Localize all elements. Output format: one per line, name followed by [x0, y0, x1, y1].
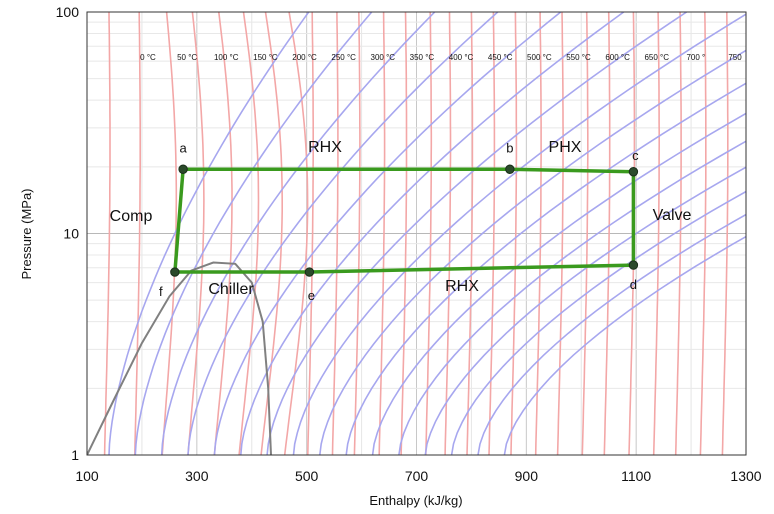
isentrope-curves [108, 12, 746, 455]
isotherm-curve [425, 12, 433, 455]
isentrope-curve [292, 13, 746, 455]
isotherm-label: 500 °C [527, 53, 552, 62]
isotherm-curve [510, 12, 518, 455]
isentrope-curve [424, 166, 746, 455]
cycle-point-label-d: d [630, 277, 637, 292]
isentrope-curve [187, 12, 499, 455]
isotherm-curve [331, 12, 339, 455]
cycle-point-c [628, 167, 639, 177]
isotherm-curve [307, 12, 314, 455]
isentrope-curve [160, 12, 436, 455]
y-axis-title: Pressure (MPa) [19, 188, 34, 279]
isentrope-curve [450, 190, 746, 455]
isotherm-curve [213, 12, 233, 455]
isotherm-curve [581, 12, 589, 455]
isotherm-curve [556, 12, 564, 455]
region-labels: RHX PHX Valve RHX Chiller Comp [110, 139, 692, 298]
isotherm-curve [187, 12, 205, 455]
isentrope-curve [477, 213, 746, 455]
y-tick-label: 10 [63, 226, 79, 242]
isotherm-curve [378, 12, 386, 455]
isentrope-curve [134, 12, 373, 455]
isotherm-label: 100 °C [214, 53, 239, 62]
cycle-point-label-f: f [159, 284, 163, 299]
isentrope-curve [371, 112, 746, 455]
saturation-dome [87, 261, 272, 455]
cycle-point-label-b: b [506, 140, 513, 155]
region-label: PHX [549, 139, 582, 156]
isotherm-curve [238, 12, 260, 455]
isotherm-curve [260, 12, 283, 455]
cycle-point-d [628, 260, 639, 270]
isotherm-curve [721, 12, 729, 455]
x-tick-label: 1100 [621, 468, 651, 484]
y-tick-labels: 1 10 100 [56, 4, 80, 463]
isotherm-curve [652, 12, 660, 455]
region-label: Chiller [208, 281, 254, 298]
plot-frame [86, 11, 747, 456]
isentrope-curve [345, 82, 746, 455]
isentrope-curve [213, 12, 562, 455]
region-label: RHX [308, 139, 342, 156]
isotherm-curve [674, 12, 682, 455]
y-tick-label: 100 [56, 4, 80, 20]
isotherm-label: 400 °C [449, 53, 474, 62]
x-tick-label: 100 [75, 468, 99, 484]
isotherm-label: 650 °C [644, 53, 669, 62]
x-tick-labels: 100 300 500 700 900 1100 1300 [75, 468, 761, 484]
x-tick-label: 1300 [730, 468, 761, 484]
isotherm-label: 250 °C [331, 53, 356, 62]
isotherm-label: 750 [728, 53, 742, 62]
cycle-point-f [170, 267, 180, 277]
isotherm-label: 350 °C [410, 53, 435, 62]
isotherm-label: 600 °C [605, 53, 630, 62]
isotherm-curve [283, 12, 309, 455]
isentrope-curve [108, 12, 310, 455]
cycle-point-a [178, 164, 188, 174]
isotherm-label: 300 °C [371, 53, 396, 62]
isentrope-curve [319, 49, 746, 455]
isentrope-curve [240, 12, 625, 455]
isotherm-label: 50 °C [177, 53, 197, 62]
isotherm-curve [353, 12, 361, 455]
isotherm-curve [134, 12, 141, 455]
cycle-point-b [505, 164, 515, 174]
isentrope-curve [266, 12, 688, 455]
isotherm-curve [603, 12, 611, 455]
x-axis-title: Enthalpy (kJ/kg) [369, 493, 462, 508]
isentrope-curve [398, 140, 746, 455]
isotherm-curves [103, 12, 729, 455]
isotherm-label: 550 °C [566, 53, 591, 62]
region-label: Valve [653, 207, 692, 224]
cycle-point-label-c: c [632, 148, 639, 163]
isotherm-curve [161, 12, 178, 455]
isotherm-curve [534, 12, 542, 455]
region-label: Comp [110, 208, 153, 225]
x-tick-label: 500 [295, 468, 319, 484]
y-tick-label: 1 [71, 447, 79, 463]
cycle-points: a b c d e f [159, 140, 639, 303]
isentrope-curve [503, 235, 746, 455]
region-label: RHX [445, 278, 479, 295]
cycle-point-label-a: a [179, 140, 187, 155]
isotherm-label: 200 °C [292, 53, 317, 62]
cycle-point-label-e: e [308, 288, 315, 303]
x-tick-label: 700 [405, 468, 429, 484]
cycle-point-e [304, 267, 315, 277]
isotherm-curve [444, 12, 452, 455]
isotherm-curve [103, 12, 111, 455]
isotherm-label: 150 °C [253, 53, 278, 62]
grid [86, 12, 747, 456]
x-tick-label: 300 [185, 468, 209, 484]
isotherm-labels: 0 °C 50 °C 100 °C 150 °C 200 °C 250 °C 300 °C 3… [140, 53, 742, 62]
isotherm-label: 450 °C [488, 53, 513, 62]
isotherm-label: 0 °C [140, 53, 156, 62]
x-tick-label: 900 [515, 468, 539, 484]
isotherm-label: 700 ° [686, 53, 705, 62]
isotherm-curve [699, 12, 707, 455]
